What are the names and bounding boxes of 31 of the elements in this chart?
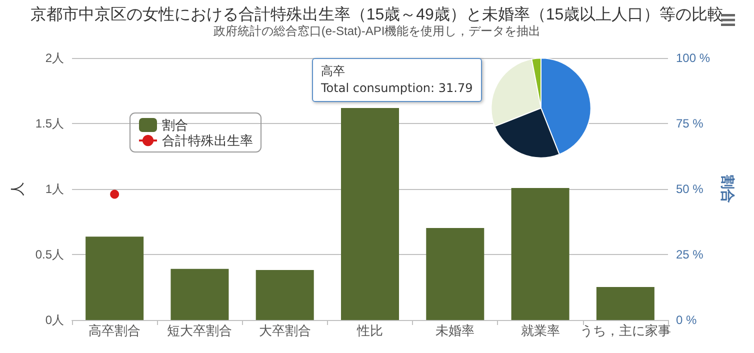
bar [511,188,570,320]
annotation: 高卒 Total consumption: 31.79 [312,58,482,102]
bar [341,108,399,320]
y2-tick-label: 75 % [676,116,704,130]
x-tick-label: 高卒割合 [88,323,141,338]
bar [256,270,314,320]
bar [596,286,654,320]
y2-tick-label: 0 % [676,313,698,327]
y-tick-label: 1.5人 [35,116,64,130]
y-tick-label: 1人 [45,182,64,196]
y2-tick-label: 100 % [676,51,710,65]
bar [426,228,484,320]
x-tick-label: 短大卒割合 [167,323,232,338]
y-tick-label: 0.5人 [35,248,64,262]
y2-axis-title: 割合 [720,174,736,203]
x-tick-label: 大卒割合 [258,323,311,338]
x-tick-label: 就業率 [520,323,560,338]
bar [170,268,229,320]
legend-label: 合計特殊出生率 [162,133,253,148]
x-tick-label: 未婚率 [436,323,475,338]
y2-tick-label: 25 % [676,248,704,262]
y-tick-label: 0人 [45,313,64,327]
x-tick-label: 性比 [356,323,383,338]
chart-title: 京都市中京区の女性における合計特殊出生率（15歳～49歳）と未婚率（15歳以上人口）等の比較 [30,6,724,24]
y2-tick-label: 50 % [676,182,704,196]
y-tick-label: 2人 [45,51,64,65]
x-tick-label: うち，主に家事 [580,323,671,338]
y-axis-title: 人 [9,182,25,196]
legend-label: 割合 [162,118,188,132]
bar [86,236,144,320]
chart-subtitle: 政府統計の総合窓口(e-Stat)-API機能を使用し，データを抽出 [213,24,541,38]
